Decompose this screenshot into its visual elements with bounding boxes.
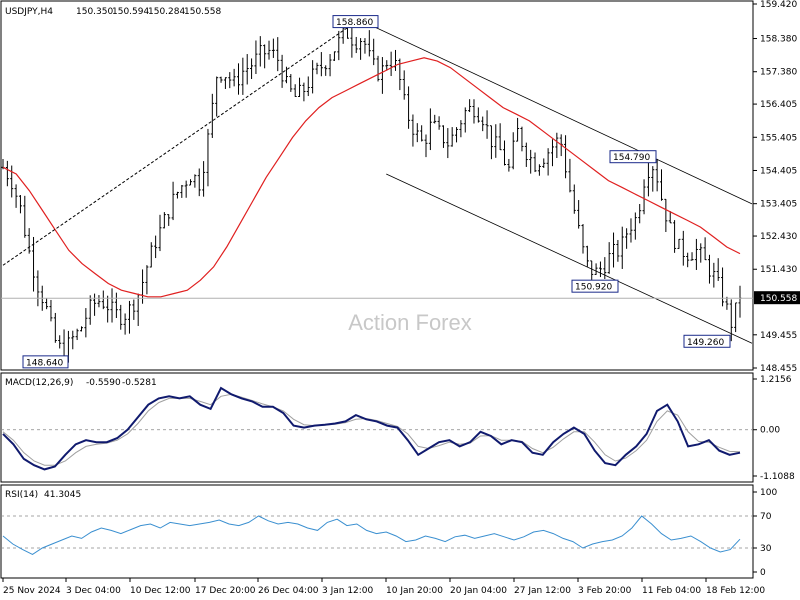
rsi-label: RSI(14) bbox=[5, 490, 38, 500]
time-tick-label: 3 Jan 12:00 bbox=[322, 586, 374, 596]
price-panel-frame bbox=[0, 0, 754, 371]
rsi-tick-label: 100 bbox=[760, 488, 777, 498]
price-annotation-label: 150.920 bbox=[575, 283, 612, 293]
price-annotation-label: 149.260 bbox=[687, 338, 724, 348]
candles bbox=[1, 22, 742, 363]
price-tick-label: 154.405 bbox=[760, 166, 797, 176]
price-tick-label: 152.430 bbox=[760, 232, 797, 242]
price-annotation-box bbox=[609, 150, 657, 164]
time-axis: 25 Nov 2024 3 Dec 04:00 10 Dec 12:00 17 Dec… bbox=[2, 578, 765, 596]
rsi-tick-label: 0 bbox=[760, 568, 766, 578]
time-tick-label: 11 Feb 04:00 bbox=[642, 586, 701, 596]
time-tick-label: 17 Dec 20:00 bbox=[195, 586, 256, 596]
time-tick-label: 18 Feb 12:00 bbox=[706, 586, 765, 596]
last-price-box bbox=[754, 291, 800, 305]
channel-upper-line bbox=[356, 18, 753, 205]
price-tick-label: 151.430 bbox=[760, 265, 797, 275]
price-tick-label: 157.380 bbox=[760, 68, 797, 78]
macd-signal-value: -0.5281 bbox=[122, 378, 157, 388]
time-tick-label: 27 Jan 12:00 bbox=[514, 586, 571, 596]
price-annotation-box bbox=[332, 15, 379, 29]
price-axis: 159.420 158.380 157.380 156.405 155.405 154.4… bbox=[753, 0, 797, 374]
time-tick-label: 10 Jan 20:00 bbox=[386, 586, 443, 596]
price-tick-label: 158.380 bbox=[760, 35, 797, 45]
price-tick-label: 155.405 bbox=[760, 133, 797, 143]
macd-line bbox=[2, 386, 741, 471]
rsi-value: 41.3045 bbox=[44, 490, 81, 500]
price-tick-label: 153.405 bbox=[760, 200, 797, 210]
macd-tick-label: 1.2156 bbox=[760, 375, 792, 385]
macd-panel-frame bbox=[0, 372, 754, 483]
ohlc-close: 150.558 bbox=[184, 7, 221, 17]
time-tick-label: 20 Jan 04:00 bbox=[450, 586, 507, 596]
moving-average-line bbox=[2, 57, 741, 298]
rsi-line bbox=[2, 515, 741, 555]
rsi-tick-label: 30 bbox=[760, 544, 772, 554]
price-annotation-box bbox=[22, 355, 69, 369]
macd-value: -0.5590 bbox=[86, 378, 121, 388]
price-tick-label: 149.455 bbox=[760, 331, 797, 341]
rsi-tick-label: 70 bbox=[760, 512, 772, 522]
rsi-panel: RSI(14) 41.3045 100 70 30 0 bbox=[0, 484, 777, 579]
macd-panel: MACD(12,26,9) -0.5590 -0.5281 1.2156 0.00… bbox=[0, 372, 795, 483]
price-tick-label: 148.455 bbox=[760, 364, 797, 374]
time-tick-label: 25 Nov 2024 bbox=[3, 586, 61, 596]
price-annotation-box bbox=[571, 279, 619, 293]
ohlc-high: 150.594 bbox=[112, 7, 149, 17]
channel-lower-line bbox=[386, 173, 753, 344]
macd-axis: 1.2156 0.00 -1.1088 bbox=[753, 375, 795, 482]
time-tick-label: 10 Dec 12:00 bbox=[130, 586, 191, 596]
price-annotation-label: 154.790 bbox=[613, 153, 650, 163]
macd-tick-label: 0.00 bbox=[760, 426, 780, 436]
price-annotation-box bbox=[683, 334, 731, 348]
last-price-label: 150.558 bbox=[760, 294, 797, 304]
symbol-label: USDJPY,H4 bbox=[5, 7, 53, 17]
price-tick-label: 156.405 bbox=[760, 100, 797, 110]
watermark: Action Forex bbox=[348, 310, 472, 335]
macd-label: MACD(12,26,9) bbox=[5, 378, 73, 388]
macd-tick-label: -1.1088 bbox=[760, 472, 795, 482]
rsi-axis: 100 70 30 0 bbox=[753, 488, 777, 578]
ohlc-low: 150.284 bbox=[148, 7, 185, 17]
time-tick-label: 26 Dec 04:00 bbox=[258, 586, 319, 596]
ohlc-open: 150.350 bbox=[76, 7, 113, 17]
time-tick-label: 3 Feb 20:00 bbox=[578, 586, 632, 596]
price-tick-label: 159.420 bbox=[760, 0, 797, 10]
price-annotations: 158.860 148.640 154.790 150.920 149.260 bbox=[22, 15, 731, 369]
time-tick-label: 3 Dec 04:00 bbox=[66, 586, 121, 596]
price-panel: Action Forex 158.860 148.640 154.790 150.92… bbox=[0, 0, 800, 374]
price-annotation-label: 148.640 bbox=[26, 358, 63, 368]
price-annotation-label: 158.860 bbox=[336, 18, 373, 28]
trend-line bbox=[2, 20, 358, 266]
